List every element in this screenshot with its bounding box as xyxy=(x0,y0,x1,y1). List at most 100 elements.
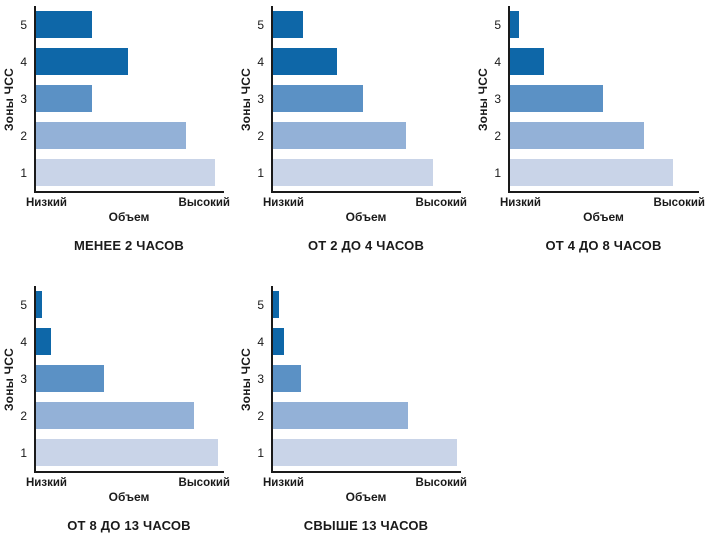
zone-tick-3: 3 xyxy=(20,371,27,386)
chart-main: 5 4 3 2 1 Низкий xyxy=(18,286,237,533)
bar-zone-4 xyxy=(36,328,52,355)
bar-zone-5 xyxy=(36,291,42,318)
plot-area: 5 4 3 2 1 xyxy=(255,286,461,473)
x-axis-high-label: Высокий xyxy=(178,197,230,209)
plot-area: 5 4 3 2 1 xyxy=(18,286,224,473)
bar-zone-3 xyxy=(510,85,603,112)
chart-title: ОТ 2 ДО 4 ЧАСОВ xyxy=(307,238,425,253)
zone-tick-4: 4 xyxy=(257,54,264,69)
zone-tick-labels: 5 4 3 2 1 xyxy=(18,286,34,473)
bar-zone-2 xyxy=(273,122,407,149)
bar-zone-5 xyxy=(510,11,520,38)
chart: Зоны ЧСС 5 4 3 2 1 xyxy=(0,286,237,533)
chart-main: 5 4 3 2 1 Низкий xyxy=(255,6,474,253)
bars-area xyxy=(508,6,699,193)
bar-zone-2 xyxy=(510,122,645,149)
zone-tick-labels: 5 4 3 2 1 xyxy=(255,6,271,193)
bar-zone-2 xyxy=(273,402,409,429)
y-axis-label: Зоны ЧСС xyxy=(239,67,253,132)
bar-zone-5 xyxy=(273,291,279,318)
chart: Зоны ЧСС 5 4 3 2 1 xyxy=(0,6,237,253)
plot-area: 5 4 3 2 1 xyxy=(492,6,699,193)
y-axis-label-wrap: Зоны ЧСС xyxy=(237,286,255,473)
x-axis-end-labels: Низкий Высокий xyxy=(263,197,467,209)
bar-zone-1 xyxy=(273,159,433,186)
x-axis-high-label: Высокий xyxy=(653,197,705,209)
zone-tick-1: 1 xyxy=(257,165,264,180)
bars-area xyxy=(34,6,224,193)
chart-panel-1: Зоны ЧСС 5 4 3 2 1 xyxy=(0,0,237,253)
zone-tick-2: 2 xyxy=(257,408,264,423)
zone-tick-5: 5 xyxy=(494,17,501,32)
chart-panel-5: Зоны ЧСС 5 4 3 2 1 xyxy=(237,250,474,534)
bar-zone-4 xyxy=(510,48,545,75)
chart-title: МЕНЕЕ 2 ЧАСОВ xyxy=(73,238,185,253)
zone-tick-2: 2 xyxy=(494,128,501,143)
x-axis-end-labels: Низкий Высокий xyxy=(26,477,230,489)
bar-zone-5 xyxy=(273,11,304,38)
zone-tick-3: 3 xyxy=(494,91,501,106)
x-axis-low-label: Низкий xyxy=(263,477,304,489)
x-axis-end-labels: Низкий Высокий xyxy=(500,197,705,209)
chart-main: 5 4 3 2 1 Низкий xyxy=(255,286,474,533)
chart: Зоны ЧСС 5 4 3 2 1 xyxy=(474,6,712,253)
bar-zone-2 xyxy=(36,402,194,429)
chart-main: 5 4 3 2 1 Низкий xyxy=(492,6,712,253)
zone-tick-2: 2 xyxy=(257,128,264,143)
bars-area xyxy=(271,286,461,473)
x-axis-high-label: Высокий xyxy=(415,477,467,489)
y-axis-label: Зоны ЧСС xyxy=(239,347,253,412)
zone-tick-1: 1 xyxy=(494,165,501,180)
bar-zone-4 xyxy=(273,48,337,75)
chart-panel-2: Зоны ЧСС 5 4 3 2 1 xyxy=(237,0,474,253)
x-axis-low-label: Низкий xyxy=(26,197,67,209)
zone-tick-5: 5 xyxy=(20,297,27,312)
x-axis-label: Объем xyxy=(583,210,624,224)
x-axis-high-label: Высокий xyxy=(415,197,467,209)
plot-area: 5 4 3 2 1 xyxy=(255,6,461,193)
y-axis-label-wrap: Зоны ЧСС xyxy=(0,6,18,193)
x-axis-label: Объем xyxy=(345,490,387,504)
x-axis-low-label: Низкий xyxy=(500,197,541,209)
chart: Зоны ЧСС 5 4 3 2 1 xyxy=(237,6,474,253)
y-axis-label-wrap: Зоны ЧСС xyxy=(237,6,255,193)
zone-tick-5: 5 xyxy=(20,17,27,32)
zone-tick-2: 2 xyxy=(20,128,27,143)
chart-title: СВЫШЕ 13 ЧАСОВ xyxy=(303,518,429,533)
bar-zone-3 xyxy=(273,85,364,112)
chart-panel-3: Зоны ЧСС 5 4 3 2 1 xyxy=(474,0,712,253)
x-axis-label: Объем xyxy=(108,210,150,224)
zone-tick-3: 3 xyxy=(20,91,27,106)
bar-zone-4 xyxy=(273,328,285,355)
chart-panel-4: Зоны ЧСС 5 4 3 2 1 xyxy=(0,250,237,534)
zone-tick-labels: 5 4 3 2 1 xyxy=(18,6,34,193)
x-axis-end-labels: Низкий Высокий xyxy=(263,477,467,489)
zone-tick-4: 4 xyxy=(494,54,501,69)
zone-tick-2: 2 xyxy=(20,408,27,423)
y-axis-label: Зоны ЧСС xyxy=(2,67,16,132)
bar-zone-1 xyxy=(273,439,458,466)
zone-tick-4: 4 xyxy=(20,334,27,349)
zone-tick-3: 3 xyxy=(257,91,264,106)
zone-tick-1: 1 xyxy=(257,445,264,460)
x-axis-low-label: Низкий xyxy=(26,477,67,489)
zone-tick-labels: 5 4 3 2 1 xyxy=(255,286,271,473)
zone-tick-labels: 5 4 3 2 1 xyxy=(492,6,508,193)
bar-zone-2 xyxy=(36,122,187,149)
x-axis-end-labels: Низкий Высокий xyxy=(26,197,230,209)
zone-tick-4: 4 xyxy=(257,334,264,349)
plot-area: 5 4 3 2 1 xyxy=(18,6,224,193)
chart-title: ОТ 8 ДО 13 ЧАСОВ xyxy=(67,518,191,533)
x-axis-label: Объем xyxy=(108,490,150,504)
chart-main: 5 4 3 2 1 Низкий xyxy=(18,6,237,253)
zone-tick-5: 5 xyxy=(257,297,264,312)
zone-tick-3: 3 xyxy=(257,371,264,386)
x-axis-label: Объем xyxy=(345,210,387,224)
bars-area xyxy=(34,286,224,473)
zone-tick-4: 4 xyxy=(20,54,27,69)
zone-tick-5: 5 xyxy=(257,17,264,32)
zone-tick-1: 1 xyxy=(20,445,27,460)
x-axis-high-label: Высокий xyxy=(178,477,230,489)
y-axis-label-wrap: Зоны ЧСС xyxy=(474,6,492,193)
